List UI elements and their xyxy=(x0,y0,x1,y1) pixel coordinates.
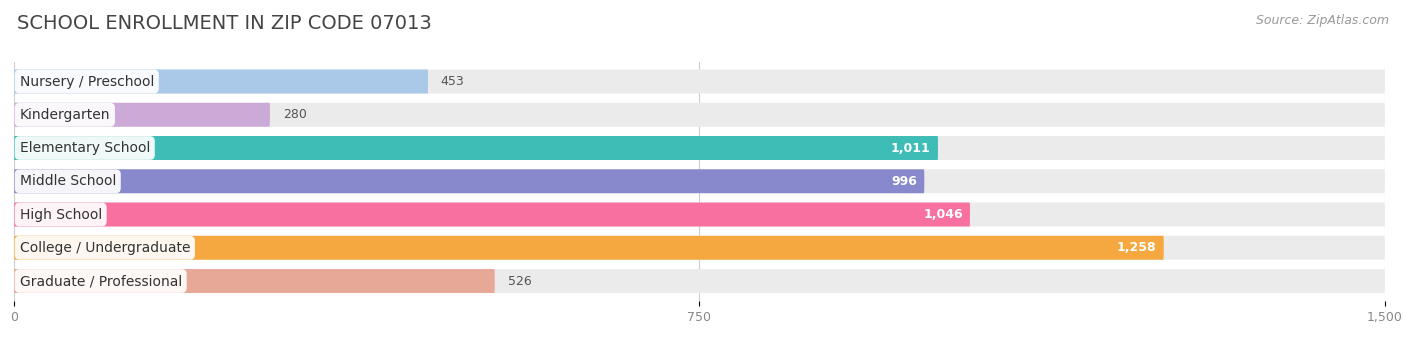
Text: 1,046: 1,046 xyxy=(924,208,963,221)
FancyBboxPatch shape xyxy=(14,202,1385,226)
FancyBboxPatch shape xyxy=(14,69,1385,93)
FancyBboxPatch shape xyxy=(14,236,1385,260)
Text: Graduate / Professional: Graduate / Professional xyxy=(20,274,181,288)
Text: 526: 526 xyxy=(508,275,531,288)
Text: 996: 996 xyxy=(891,175,917,188)
FancyBboxPatch shape xyxy=(14,136,938,160)
Text: 1,258: 1,258 xyxy=(1116,241,1156,254)
FancyBboxPatch shape xyxy=(14,236,1164,260)
FancyBboxPatch shape xyxy=(14,202,970,226)
FancyBboxPatch shape xyxy=(14,269,1385,293)
FancyBboxPatch shape xyxy=(14,103,270,127)
Text: SCHOOL ENROLLMENT IN ZIP CODE 07013: SCHOOL ENROLLMENT IN ZIP CODE 07013 xyxy=(17,14,432,33)
Text: Kindergarten: Kindergarten xyxy=(20,108,110,122)
Text: Nursery / Preschool: Nursery / Preschool xyxy=(20,75,153,89)
Text: Source: ZipAtlas.com: Source: ZipAtlas.com xyxy=(1256,14,1389,27)
FancyBboxPatch shape xyxy=(14,169,1385,193)
FancyBboxPatch shape xyxy=(14,136,1385,160)
FancyBboxPatch shape xyxy=(14,69,427,93)
FancyBboxPatch shape xyxy=(14,103,1385,127)
FancyBboxPatch shape xyxy=(14,269,495,293)
Text: Middle School: Middle School xyxy=(20,174,115,188)
Text: 1,011: 1,011 xyxy=(891,142,931,155)
FancyBboxPatch shape xyxy=(14,169,924,193)
Text: High School: High School xyxy=(20,208,101,222)
Text: 280: 280 xyxy=(283,108,307,121)
Text: 453: 453 xyxy=(441,75,464,88)
Text: Elementary School: Elementary School xyxy=(20,141,150,155)
Text: College / Undergraduate: College / Undergraduate xyxy=(20,241,190,255)
